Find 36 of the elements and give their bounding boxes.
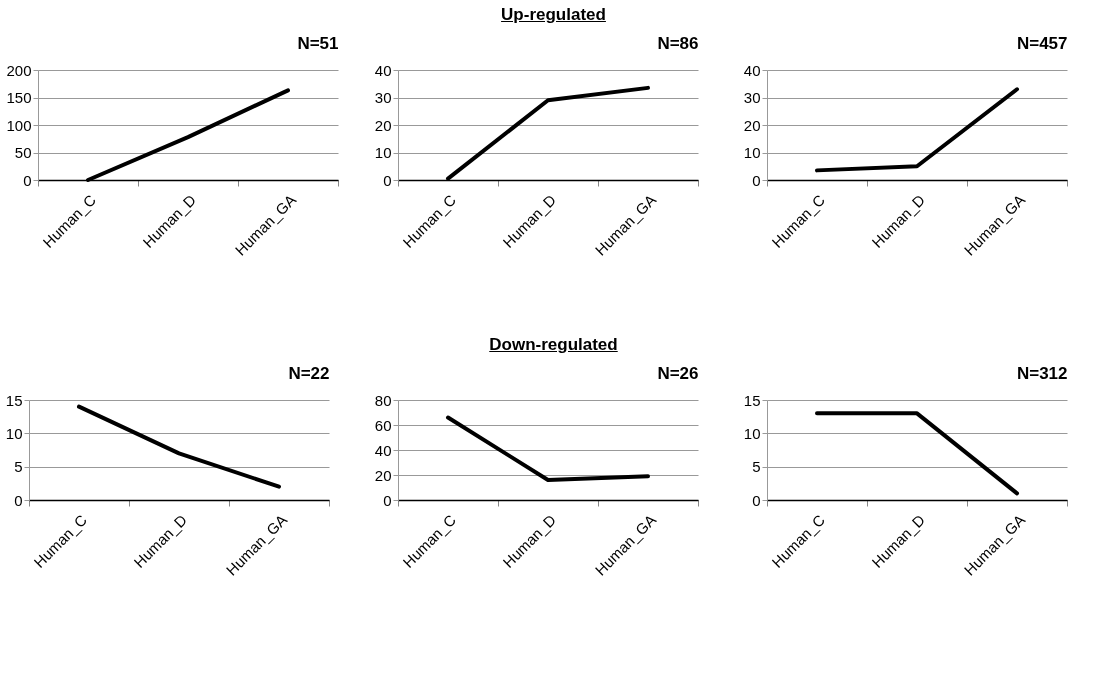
y-tick-label: 20 — [374, 116, 392, 134]
y-tick-label: 0 — [23, 171, 32, 189]
y-tick-label: 40 — [743, 61, 761, 79]
y-tick-label: 40 — [374, 61, 392, 79]
y-tick-label: 40 — [374, 441, 392, 459]
y-tick-label: 10 — [374, 144, 392, 161]
y-tick-label: 0 — [752, 171, 761, 189]
y-tick-label: 80 — [374, 391, 392, 409]
y-tick-label: 50 — [14, 144, 32, 161]
chart-title: N=86 — [657, 34, 699, 53]
chart-title: N=312 — [1016, 364, 1068, 383]
y-tick-label: 30 — [743, 89, 761, 106]
y-tick-label: 20 — [743, 116, 761, 134]
y-tick-label: 10 — [743, 144, 761, 161]
y-tick-label: 5 — [14, 458, 23, 476]
text: Up-regulated — [500, 4, 607, 26]
y-tick-label: 15 — [5, 391, 23, 409]
y-tick-label: 5 — [752, 458, 761, 476]
y-tick-label: 150 — [6, 89, 32, 106]
chart-title: N=26 — [657, 364, 699, 383]
y-tick-label: 0 — [752, 491, 761, 509]
y-tick-label: 10 — [5, 424, 23, 442]
y-tick-label: 60 — [374, 416, 392, 434]
y-tick-label: 30 — [374, 89, 392, 106]
chart-title: N=22 — [288, 364, 330, 383]
y-tick-label: 0 — [383, 171, 392, 189]
y-tick-label: 0 — [383, 491, 392, 509]
y-tick-label: 15 — [743, 391, 761, 409]
y-tick-label: 20 — [374, 466, 392, 484]
text: Down-regulated — [488, 334, 619, 356]
y-tick-label: 0 — [14, 491, 23, 509]
y-tick-label: 100 — [6, 116, 32, 134]
chart-title: N=51 — [297, 34, 339, 53]
y-tick-label: 200 — [6, 61, 32, 79]
chart-title: N=457 — [1016, 34, 1068, 53]
y-tick-label: 10 — [743, 424, 761, 442]
